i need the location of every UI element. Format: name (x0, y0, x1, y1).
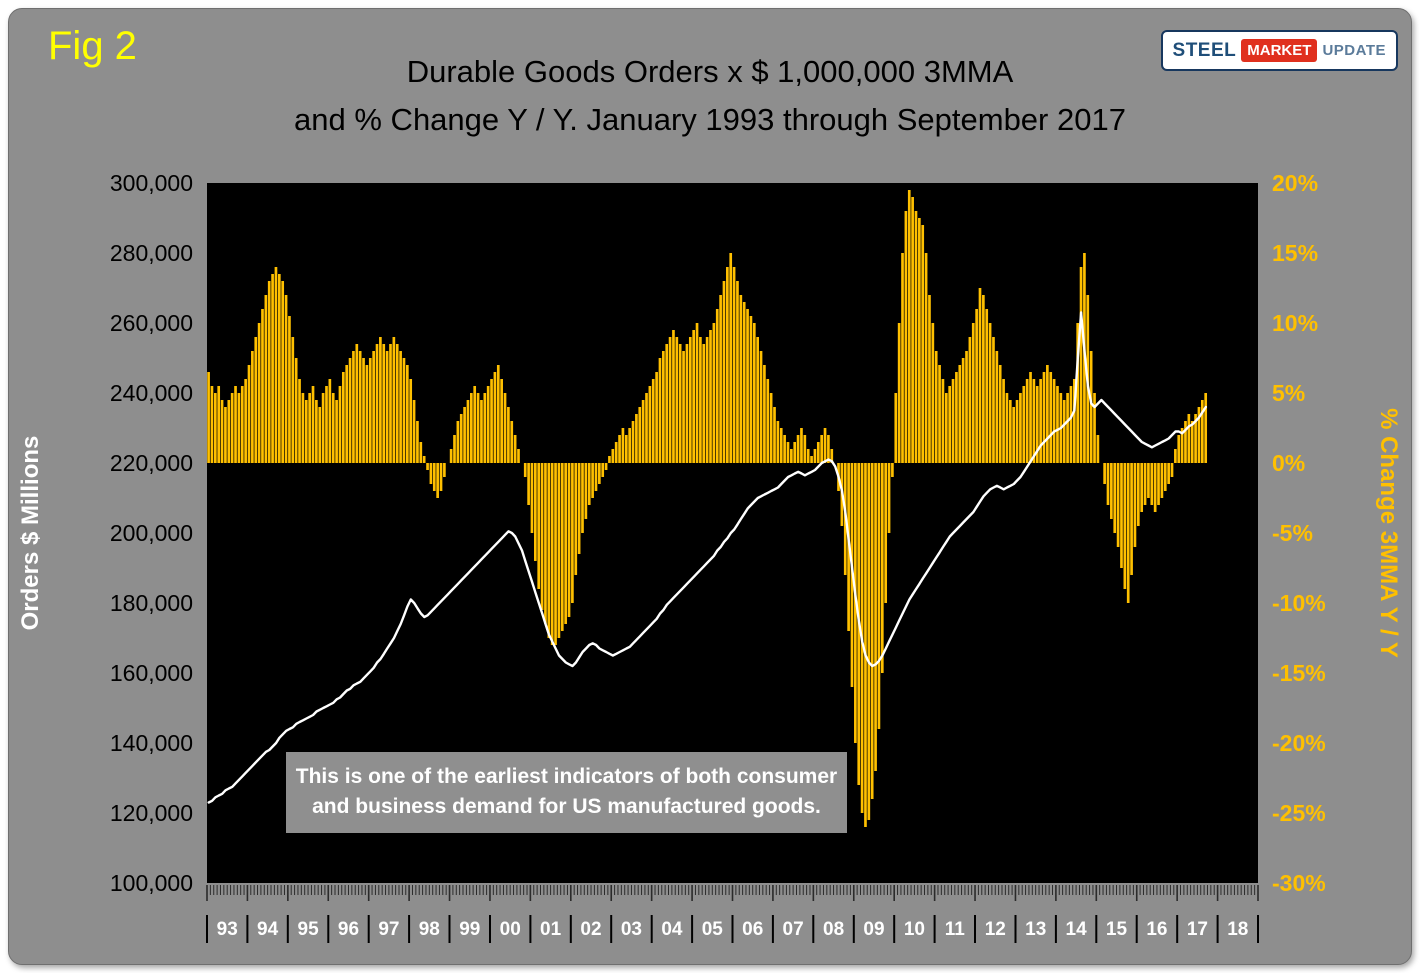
svg-text:94: 94 (257, 919, 279, 940)
svg-text:06: 06 (742, 919, 763, 940)
svg-text:98: 98 (419, 919, 440, 940)
svg-text:10%: 10% (1272, 310, 1318, 336)
svg-text:14: 14 (1066, 919, 1088, 940)
svg-text:15: 15 (1106, 919, 1128, 940)
svg-text:160,000: 160,000 (110, 660, 193, 686)
svg-text:5%: 5% (1272, 380, 1305, 406)
svg-text:13: 13 (1025, 919, 1046, 940)
svg-text:93: 93 (217, 919, 238, 940)
svg-text:-10%: -10% (1272, 590, 1326, 616)
svg-text:03: 03 (621, 919, 642, 940)
annotation-box: This is one of the earliest indicators o… (286, 752, 847, 833)
svg-text:220,000: 220,000 (110, 450, 193, 476)
logo-market-text: MARKET (1241, 39, 1318, 62)
svg-text:09: 09 (863, 919, 884, 940)
svg-text:95: 95 (298, 919, 320, 940)
svg-text:260,000: 260,000 (110, 310, 193, 336)
svg-text:00: 00 (500, 919, 521, 940)
chart-title: Durable Goods Orders x $ 1,000,000 3MMA … (0, 48, 1420, 144)
svg-text:05: 05 (702, 919, 724, 940)
left-axis-title: Orders $ Millions (17, 435, 44, 631)
svg-text:-15%: -15% (1272, 660, 1326, 686)
logo-steel-text: STEEL (1172, 39, 1237, 61)
svg-text:-25%: -25% (1272, 800, 1326, 826)
svg-text:17: 17 (1187, 919, 1208, 940)
svg-text:01: 01 (540, 919, 562, 940)
svg-text:280,000: 280,000 (110, 240, 193, 266)
svg-text:07: 07 (783, 919, 804, 940)
svg-text:12: 12 (985, 919, 1006, 940)
svg-text:16: 16 (1146, 919, 1167, 940)
svg-text:100,000: 100,000 (110, 870, 193, 896)
svg-text:96: 96 (338, 919, 359, 940)
svg-text:04: 04 (661, 919, 683, 940)
svg-text:-20%: -20% (1272, 730, 1326, 756)
figure-label: Fig 2 (48, 24, 137, 68)
svg-text:140,000: 140,000 (110, 730, 193, 756)
svg-text:18: 18 (1227, 919, 1248, 940)
svg-text:20%: 20% (1272, 170, 1318, 196)
svg-text:02: 02 (580, 919, 601, 940)
logo-update-text: UPDATE (1322, 42, 1386, 59)
svg-text:15%: 15% (1272, 240, 1318, 266)
svg-text:120,000: 120,000 (110, 800, 193, 826)
svg-text:240,000: 240,000 (110, 380, 193, 406)
chart-title-line2: and % Change Y / Y. January 1993 through… (294, 102, 1126, 138)
svg-text:10: 10 (904, 919, 925, 940)
svg-text:180,000: 180,000 (110, 590, 193, 616)
svg-text:-5%: -5% (1272, 520, 1313, 546)
svg-text:11: 11 (945, 919, 966, 940)
svg-text:08: 08 (823, 919, 844, 940)
right-axis-title: % Change 3MMA Y / Y (1375, 408, 1402, 658)
svg-text:99: 99 (459, 919, 480, 940)
svg-text:97: 97 (378, 919, 399, 940)
svg-text:300,000: 300,000 (110, 170, 193, 196)
svg-text:200,000: 200,000 (110, 520, 193, 546)
svg-text:0%: 0% (1272, 450, 1305, 476)
chart-title-line1: Durable Goods Orders x $ 1,000,000 3MMA (406, 54, 1014, 89)
steel-market-update-logo: STEEL MARKET UPDATE (1160, 30, 1398, 71)
svg-text:-30%: -30% (1272, 870, 1326, 896)
